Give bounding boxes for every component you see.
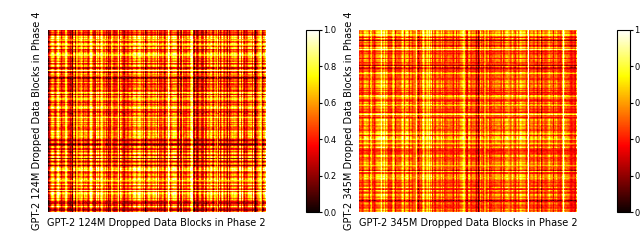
Y-axis label: GPT-2 345M Dropped Data Blocks in Phase 4: GPT-2 345M Dropped Data Blocks in Phase … (344, 12, 354, 230)
Y-axis label: GPT-2 124M Dropped Data Blocks in Phase 4: GPT-2 124M Dropped Data Blocks in Phase … (33, 12, 42, 230)
X-axis label: GPT-2 124M Dropped Data Blocks in Phase 2: GPT-2 124M Dropped Data Blocks in Phase … (47, 218, 266, 228)
X-axis label: GPT-2 345M Dropped Data Blocks in Phase 2: GPT-2 345M Dropped Data Blocks in Phase … (359, 218, 577, 228)
